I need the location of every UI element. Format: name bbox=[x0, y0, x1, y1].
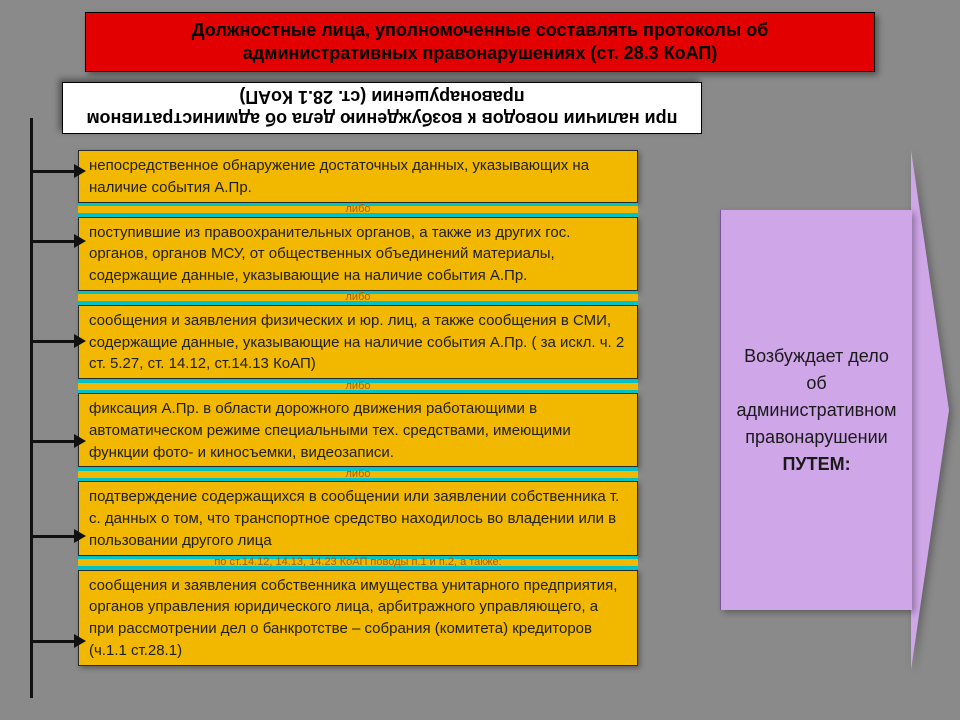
sep-3: либо bbox=[78, 379, 638, 393]
block-6-text: сообщения и заявления собственника имуще… bbox=[89, 577, 617, 659]
connector-arrow-4 bbox=[30, 440, 76, 443]
sep-4: либо bbox=[78, 467, 638, 481]
sep-1: либо bbox=[78, 203, 638, 217]
connector-arrow-2 bbox=[30, 240, 76, 243]
big-arrow: Возбуждает дело об административном прав… bbox=[720, 150, 950, 670]
connector-arrow-6 bbox=[30, 640, 76, 643]
block-2-text: поступившие из правоохранительных органо… bbox=[89, 224, 570, 285]
block-4: фиксация А.Пр. в области дорожного движе… bbox=[78, 393, 638, 467]
big-arrow-head bbox=[911, 150, 949, 670]
sep-2: либо bbox=[78, 291, 638, 305]
block-3-text: сообщения и заявления физических и юр. л… bbox=[89, 312, 624, 373]
block-3: сообщения и заявления физических и юр. л… bbox=[78, 305, 638, 379]
subheader-box: при наличии поводов к возбуждению дела о… bbox=[62, 82, 702, 134]
connector-arrow-5 bbox=[30, 535, 76, 538]
sep-5: по ст.14.12, 14.13, 14.23 КоАП поводы п.… bbox=[78, 556, 638, 570]
block-6: сообщения и заявления собственника имуще… bbox=[78, 570, 638, 666]
header-text: Должностные лица, уполномоченные составл… bbox=[106, 19, 854, 66]
block-4-text: фиксация А.Пр. в области дорожного движе… bbox=[89, 400, 571, 461]
block-1-text: непосредственное обнаружение достаточных… bbox=[89, 157, 589, 196]
connector-arrow-1 bbox=[30, 170, 76, 173]
big-arrow-text: Возбуждает дело об административном прав… bbox=[733, 343, 900, 478]
block-5: подтверждение содержащихся в сообщении и… bbox=[78, 481, 638, 555]
connector-spine bbox=[30, 118, 33, 698]
big-arrow-body: Возбуждает дело об административном прав… bbox=[720, 210, 912, 610]
header-box: Должностные лица, уполномоченные составл… bbox=[85, 12, 875, 72]
subheader-text: при наличии поводов к возбуждению дела о… bbox=[75, 86, 689, 131]
block-5-text: подтверждение содержащихся в сообщении и… bbox=[89, 488, 619, 549]
block-1: непосредственное обнаружение достаточных… bbox=[78, 150, 638, 203]
block-2: поступившие из правоохранительных органо… bbox=[78, 217, 638, 291]
diagram-canvas: Должностные лица, уполномоченные составл… bbox=[0, 0, 960, 720]
connector-arrow-3 bbox=[30, 340, 76, 343]
yellow-stack: непосредственное обнаружение достаточных… bbox=[78, 150, 638, 666]
